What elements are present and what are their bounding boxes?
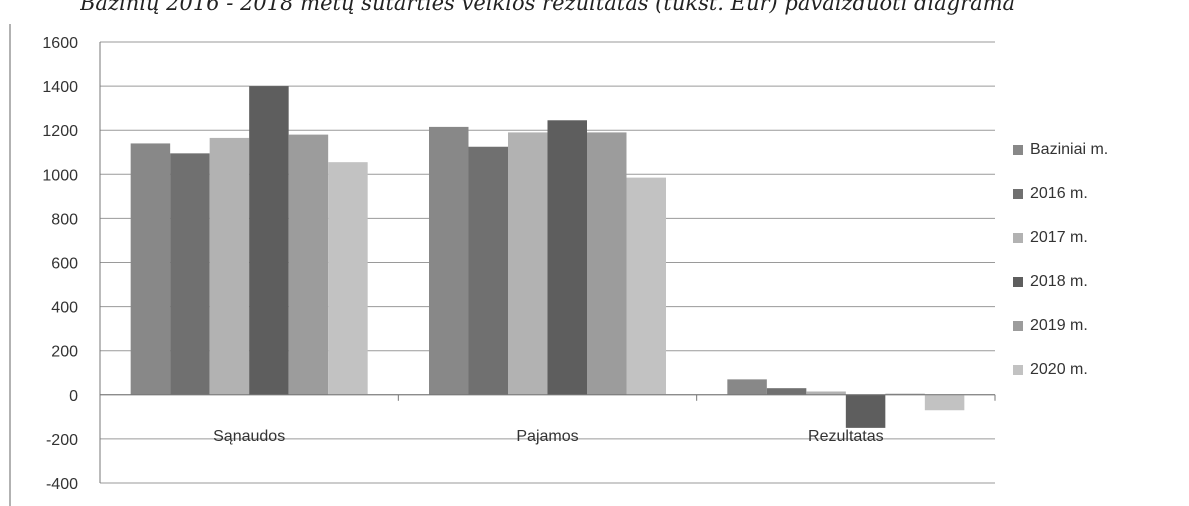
legend-swatch [1013, 145, 1023, 155]
bar [885, 393, 925, 395]
bar [249, 86, 289, 395]
bar [130, 143, 171, 395]
legend-item: 2018 m. [1013, 262, 1183, 302]
bar [587, 132, 627, 395]
y-tick-label: 1200 [42, 123, 78, 140]
y-tick-label: 600 [51, 256, 78, 273]
bar [547, 120, 587, 395]
legend-label: 2017 m. [1030, 229, 1088, 246]
x-tick-label: Rezultatas [808, 428, 884, 445]
bar [806, 391, 846, 395]
legend-swatch [1013, 189, 1023, 199]
bar [727, 379, 767, 395]
y-tick-label: 200 [51, 344, 78, 361]
y-tick-label: 1400 [42, 79, 78, 96]
legend-swatch [1013, 233, 1023, 243]
y-tick-label: 800 [51, 211, 78, 228]
legend-item: Baziniai m. [1013, 130, 1183, 170]
chart-title: Bazinių 2016 - 2018 metų sutarties veikl… [80, 0, 1016, 15]
bar [288, 134, 329, 395]
legend-item: 2019 m. [1013, 306, 1183, 346]
legend: Baziniai m. 2016 m. 2017 m. 2018 m. 2019 m. 2… [1013, 130, 1183, 394]
legend-swatch [1013, 277, 1023, 287]
bar [328, 162, 368, 395]
bar [468, 146, 508, 395]
y-tick-label: 400 [51, 300, 78, 317]
bar [429, 126, 469, 395]
y-tick-label: 1000 [42, 167, 78, 184]
legend-label: 2020 m. [1030, 361, 1088, 378]
x-tick-label: Sąnaudos [213, 428, 285, 445]
bar [209, 137, 250, 395]
legend-item: 2016 m. [1013, 174, 1183, 214]
legend-item: 2017 m. [1013, 218, 1183, 258]
bar [924, 394, 965, 411]
bar [170, 153, 210, 395]
y-tick-label: -400 [46, 476, 78, 493]
x-tick-label: Pajamos [516, 428, 578, 445]
legend-label: 2019 m. [1030, 317, 1088, 334]
y-tick-label: 1600 [42, 35, 78, 52]
y-tick-label: -200 [46, 432, 78, 449]
bar [508, 132, 548, 395]
bar [626, 177, 666, 395]
y-tick-label: 0 [69, 388, 78, 405]
legend-label: 2018 m. [1030, 273, 1088, 290]
bar [845, 394, 886, 428]
legend-swatch [1013, 365, 1023, 375]
legend-item: 2020 m. [1013, 350, 1183, 390]
legend-label: Baziniai m. [1030, 141, 1109, 158]
bar [766, 388, 807, 395]
legend-swatch [1013, 321, 1023, 331]
legend-label: 2016 m. [1030, 185, 1088, 202]
